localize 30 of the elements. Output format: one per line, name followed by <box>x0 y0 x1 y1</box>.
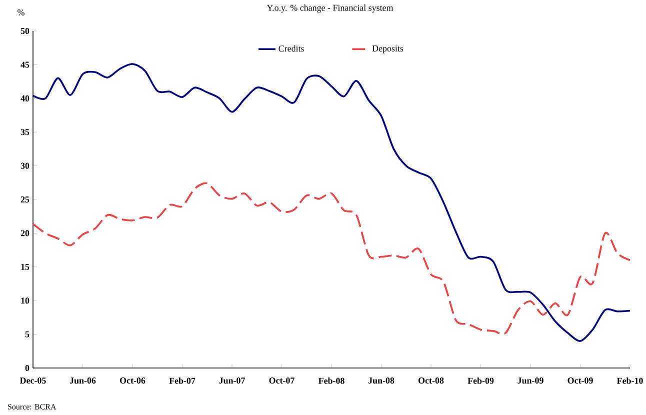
x-tick-label: Feb-07 <box>169 378 196 384</box>
y-tick-label: 25 <box>20 196 30 203</box>
y-tick-label: 20 <box>20 230 30 236</box>
x-tick-label: Feb-09 <box>468 378 494 384</box>
legend-label: Deposits <box>372 45 404 54</box>
x-tick-label: Dec-05 <box>20 378 46 384</box>
y-tick-label: 40 <box>20 95 30 102</box>
x-tick-label: Oct-07 <box>269 378 294 384</box>
x-tick-label: Oct-09 <box>568 378 593 384</box>
y-tick-label: 45 <box>20 62 30 68</box>
y-tick-label: 50 <box>20 28 30 34</box>
y-tick-label: 5 <box>25 331 30 338</box>
y-tick-label: 10 <box>21 298 30 304</box>
x-tick-label: Jun-08 <box>368 378 394 384</box>
x-tick-label: Oct-06 <box>120 378 146 384</box>
y-tick-label: 15 <box>21 264 30 270</box>
chart-title: Y.o.y. % change - Financial system <box>266 4 394 13</box>
y-axis-title: % <box>18 9 24 16</box>
x-tick-label: Jun-07 <box>219 378 245 384</box>
legend-label: Credits <box>278 45 304 52</box>
x-tick-label: Feb-10 <box>616 378 643 384</box>
x-tick-label: Jun-06 <box>70 378 96 384</box>
x-tick-label: Oct-08 <box>418 378 444 384</box>
x-tick-label: Jun-09 <box>518 378 544 384</box>
x-tick-label: Feb-08 <box>318 378 344 384</box>
y-tick-label: 35 <box>20 129 30 136</box>
y-tick-label: 0 <box>25 364 30 372</box>
y-tick-label: 30 <box>20 162 30 169</box>
line-series <box>32 63 631 342</box>
line-series <box>32 182 631 335</box>
